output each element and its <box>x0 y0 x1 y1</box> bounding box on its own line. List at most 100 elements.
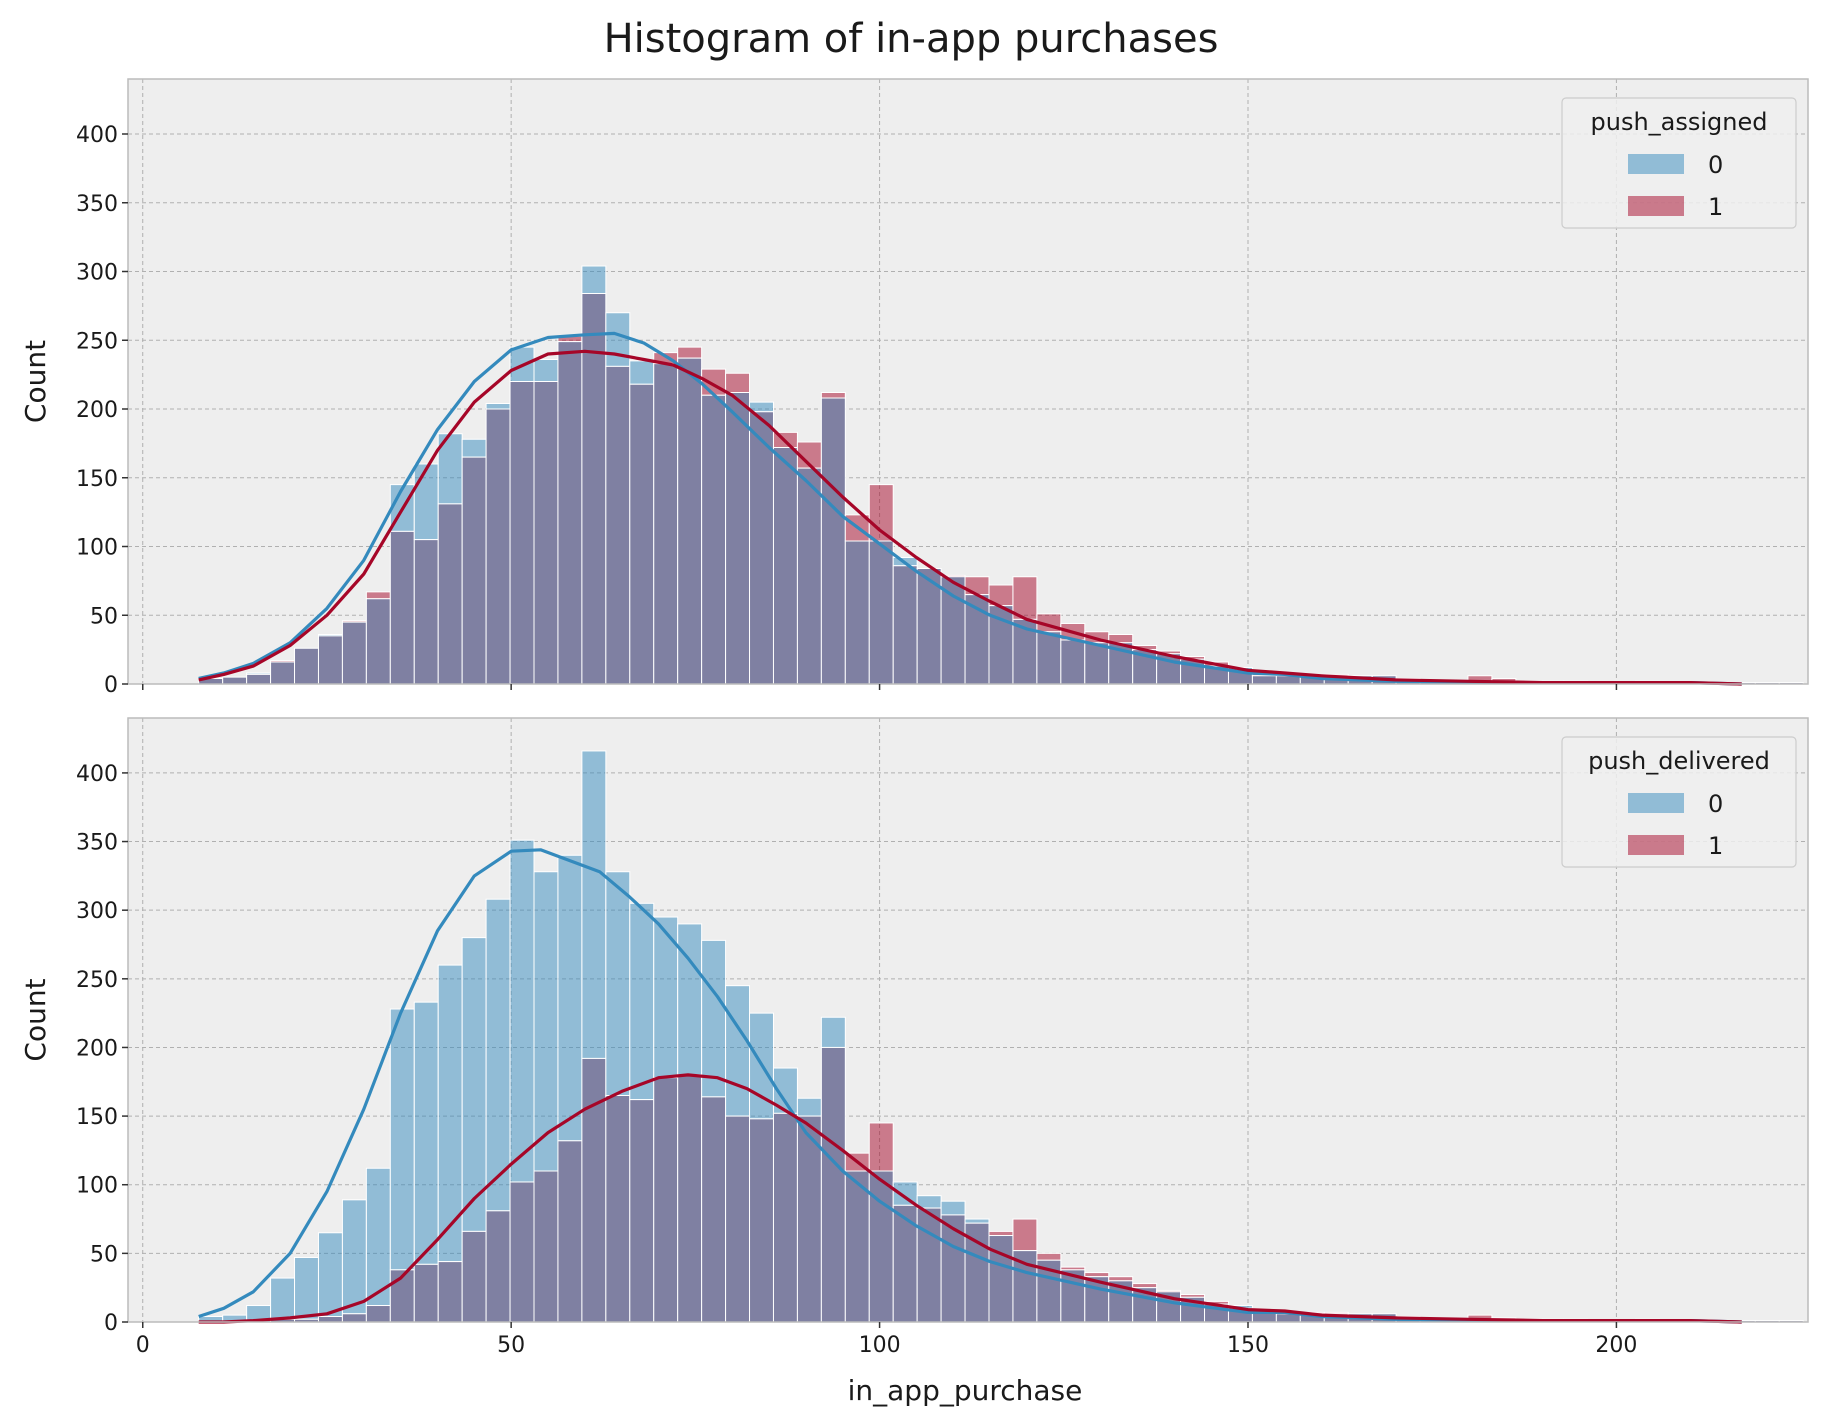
histogram-bar-0 <box>964 1218 990 1224</box>
legend-title: push_delivered <box>1588 747 1770 775</box>
histogram-bar-overlap <box>389 530 415 685</box>
histogram-bar-overlap <box>317 635 343 685</box>
histogram-bar-overlap <box>294 647 319 685</box>
histogram-bar-overlap <box>581 1057 607 1323</box>
histogram-bar-overlap <box>365 598 391 685</box>
histogram-bar-0 <box>341 1199 367 1315</box>
x-tick-label: 50 <box>497 1333 525 1358</box>
histogram-bar-overlap <box>653 363 679 685</box>
legend-label-0: 0 <box>1708 790 1723 818</box>
histogram-bar-0 <box>605 312 631 367</box>
histogram-bar-0 <box>509 839 535 1183</box>
histogram-bar-overlap <box>413 539 439 685</box>
histogram-bar-overlap <box>940 1214 966 1323</box>
histogram-bar-1 <box>365 591 391 600</box>
histogram-bar-0 <box>629 902 655 1101</box>
histogram-bar-overlap <box>437 1261 463 1323</box>
histogram-bar-overlap <box>892 565 918 685</box>
y-tick-label: 50 <box>90 604 118 629</box>
histogram-bar-0 <box>365 1167 391 1307</box>
histogram-bar-overlap <box>940 576 966 685</box>
histogram-bar-0 <box>461 937 487 1232</box>
y-axis-label: Count <box>19 978 52 1061</box>
y-tick-label: 400 <box>76 762 118 787</box>
legend-label-1: 1 <box>1708 832 1723 860</box>
histogram-bar-overlap <box>701 1096 727 1323</box>
histogram-bar-overlap <box>820 1046 846 1323</box>
y-tick-label: 200 <box>76 398 118 423</box>
histogram-bar-overlap <box>509 381 535 685</box>
histogram-bar-overlap <box>772 447 798 685</box>
kde-line-1 <box>198 1073 1742 1324</box>
y-tick-label: 350 <box>76 192 118 217</box>
histogram-bar-overlap <box>1036 631 1062 685</box>
legend-swatch-1 <box>1628 196 1684 216</box>
legend: push_delivered 0 1 <box>1561 736 1797 868</box>
histogram-bar-overlap <box>844 540 870 685</box>
histogram-bar-0 <box>605 871 631 1097</box>
histogram-bar-overlap <box>629 1099 655 1323</box>
histogram-bar-0 <box>749 401 774 413</box>
y-tick-label: 0 <box>104 1311 118 1336</box>
legend-label-1: 1 <box>1708 193 1723 221</box>
histogram-bar-0 <box>629 360 655 385</box>
histogram-bar-0 <box>725 985 751 1117</box>
histogram-bar-overlap <box>413 1263 439 1323</box>
kde-line-1 <box>198 349 1742 686</box>
histogram-bar-overlap <box>557 1140 583 1323</box>
bottom-panel: 0 50 100 150 200 250 300 350 400 0 50 100 150 200 Coun… <box>19 717 1809 1358</box>
histogram-bar-overlap <box>629 383 655 685</box>
y-tick-label: 0 <box>104 673 118 698</box>
histogram-bar-0 <box>820 1016 846 1048</box>
histogram-bar-overlap <box>485 1210 511 1323</box>
histogram-bar-overlap <box>916 1207 942 1323</box>
histogram-bar-0 <box>461 438 487 458</box>
histogram-bar-1 <box>988 1230 1014 1237</box>
legend-swatch-0 <box>1628 793 1684 813</box>
y-tick-label: 100 <box>76 1174 118 1199</box>
histogram-bar-overlap <box>246 673 272 685</box>
legend-swatch-0 <box>1628 154 1684 174</box>
histogram-bar-overlap <box>605 365 631 685</box>
histogram-bar-overlap <box>772 1112 798 1323</box>
histogram-bar-0 <box>533 359 559 382</box>
kde-line-0 <box>198 331 1742 686</box>
histogram-bar-1 <box>1012 1218 1038 1252</box>
histogram-bar-overlap <box>677 357 703 685</box>
histogram-bar-overlap <box>270 661 296 685</box>
y-tick-label: 350 <box>76 831 118 856</box>
histogram-bar-1 <box>1036 1252 1062 1261</box>
histogram-bar-overlap <box>461 1230 487 1323</box>
histogram-bar-overlap <box>844 1170 870 1323</box>
histogram-bar-overlap <box>461 456 487 685</box>
x-tick-label: 100 <box>859 1333 901 1358</box>
y-axis-label: Count <box>19 340 52 423</box>
y-tick-label: 400 <box>76 123 118 148</box>
y-tick-label: 250 <box>76 329 118 354</box>
chart-title: Histogram of in-app purchases <box>604 16 1219 62</box>
x-tick-label: 0 <box>136 1333 150 1358</box>
histogram-bar-overlap <box>988 1235 1014 1323</box>
histogram-bar-overlap <box>365 1305 391 1323</box>
histogram-bar-1 <box>1084 1272 1110 1278</box>
top-panel: 0 50 100 150 200 250 300 350 400 Count push_assign… <box>19 78 1809 698</box>
histogram-bar-1 <box>725 372 751 393</box>
histogram-bar-0 <box>581 750 607 1059</box>
histogram-bar-overlap <box>317 1316 343 1323</box>
histogram-bar-overlap <box>1060 639 1086 685</box>
histogram-bar-overlap <box>533 1170 559 1323</box>
y-tick-label: 100 <box>76 536 118 561</box>
histogram-bar-1 <box>868 1122 894 1172</box>
x-axis-label: in_app_purchase <box>848 1374 1083 1407</box>
histogram-bar-overlap <box>820 397 846 685</box>
histogram-bar-overlap <box>1084 642 1110 685</box>
y-tick-label: 250 <box>76 968 118 993</box>
histogram-bar-0 <box>389 1008 415 1271</box>
histogram-bar-overlap <box>868 540 894 685</box>
histogram-bar-overlap <box>341 621 367 685</box>
histogram-bar-overlap <box>485 408 511 685</box>
y-tick-label: 200 <box>76 1036 118 1061</box>
y-tick-label: 300 <box>76 261 118 286</box>
axes-frame <box>127 717 1809 1323</box>
